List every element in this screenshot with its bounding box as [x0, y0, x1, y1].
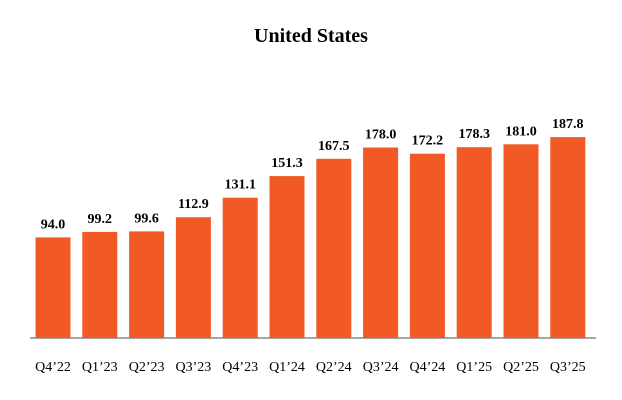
- data-label: 178.3: [458, 127, 490, 142]
- x-tick-label: Q1’25: [456, 360, 492, 375]
- x-tick-label: Q4’22: [35, 360, 71, 375]
- x-tick-label: Q3’23: [176, 360, 212, 375]
- data-label: 181.0: [505, 124, 537, 139]
- data-label: 99.6: [134, 211, 159, 226]
- data-label: 167.5: [318, 139, 350, 154]
- x-tick-label: Q1’24: [269, 360, 305, 375]
- data-label: 187.8: [552, 117, 584, 132]
- bar: [82, 231, 118, 338]
- data-label: 172.2: [412, 134, 444, 149]
- bar: [503, 144, 539, 338]
- data-label: 131.1: [224, 178, 256, 193]
- bar: [129, 231, 165, 338]
- x-tick-label: Q4’23: [222, 360, 258, 375]
- data-label: 94.0: [41, 217, 66, 232]
- bar: [222, 197, 258, 338]
- data-label: 99.2: [88, 212, 113, 227]
- bar: [550, 137, 586, 338]
- bar: [316, 158, 352, 338]
- x-tick-label: Q4’24: [410, 360, 446, 375]
- x-tick-label: Q2’25: [503, 360, 539, 375]
- bar: [363, 147, 399, 338]
- bar: [409, 153, 445, 338]
- data-label: 151.3: [271, 156, 303, 171]
- bar: [456, 147, 492, 338]
- bar: [35, 237, 71, 338]
- data-label: 178.0: [365, 128, 397, 143]
- x-tick-label: Q2’24: [316, 360, 352, 375]
- x-tick-label: Q1’23: [82, 360, 118, 375]
- x-tick-label: Q3’24: [363, 360, 399, 375]
- data-label: 112.9: [178, 197, 209, 212]
- bar: [269, 176, 305, 338]
- chart-title: United States: [254, 25, 368, 47]
- x-tick-label: Q2’23: [129, 360, 165, 375]
- x-tick-label: Q3’25: [550, 360, 586, 375]
- bar: [175, 217, 211, 338]
